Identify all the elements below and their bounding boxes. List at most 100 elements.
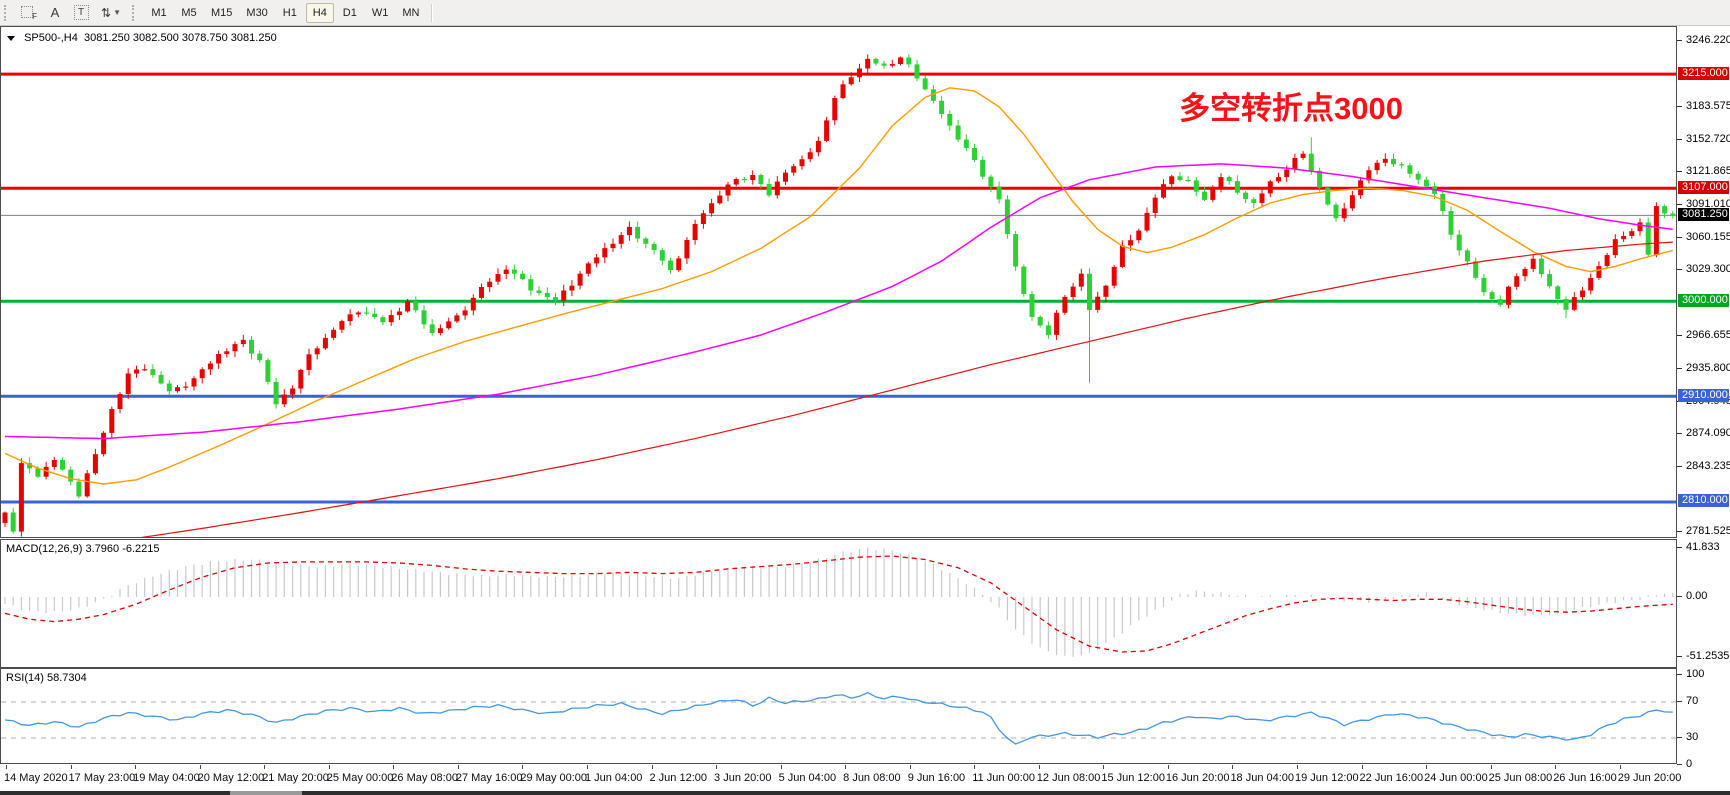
rsi-label: RSI(14) 58.7304 bbox=[6, 672, 87, 684]
toolbar-grip[interactable] bbox=[132, 4, 140, 21]
candle bbox=[1588, 273, 1594, 295]
timeframe-button-m30[interactable]: M30 bbox=[240, 3, 273, 23]
candle bbox=[18, 458, 24, 537]
price-tick-label: 3152.720 bbox=[1686, 132, 1730, 145]
time-tick bbox=[328, 765, 330, 769]
time-label: 9 Jun 16:00 bbox=[907, 772, 966, 784]
candle bbox=[1095, 291, 1101, 313]
candle bbox=[1596, 261, 1602, 281]
arrows-tool-button[interactable]: ⇅ ▼ bbox=[94, 3, 128, 23]
text-label-tool-button[interactable]: A bbox=[42, 3, 68, 23]
axis-tick bbox=[1677, 547, 1682, 548]
time-tick bbox=[199, 765, 201, 769]
candle bbox=[1440, 191, 1446, 216]
candle bbox=[1161, 179, 1166, 199]
candle bbox=[1407, 162, 1413, 178]
price-chart-canvas[interactable] bbox=[1, 27, 1676, 537]
candle bbox=[2, 511, 8, 528]
toolbar-grip[interactable] bbox=[4, 4, 12, 21]
rsi-panel[interactable]: RSI(14) 58.7304 bbox=[0, 668, 1677, 764]
axis-tick bbox=[1677, 531, 1682, 533]
timeframe-button-h4[interactable]: H4 bbox=[305, 2, 334, 23]
candle bbox=[758, 173, 764, 189]
time-tick bbox=[909, 765, 911, 769]
candle bbox=[1308, 137, 1314, 175]
candle bbox=[906, 54, 912, 68]
time-axis[interactable]: 14 May 2020 17 May 23:00 19 May 04:00 20 Ma… bbox=[0, 765, 1681, 791]
candle bbox=[1653, 202, 1659, 258]
time-tick bbox=[457, 765, 459, 769]
candle bbox=[635, 221, 641, 243]
candle bbox=[511, 264, 517, 280]
candle bbox=[306, 348, 312, 376]
candle bbox=[1185, 176, 1191, 182]
time-label: 25 Jun 08:00 bbox=[1488, 772, 1553, 784]
candle bbox=[741, 176, 747, 183]
candle bbox=[60, 457, 65, 471]
main-chart-panel[interactable]: SP500-,H4 3081.250 3082.500 3078.750 308… bbox=[0, 26, 1677, 538]
candle bbox=[857, 63, 862, 82]
time-label: 29 May 00:00 bbox=[520, 772, 588, 784]
candle bbox=[1530, 254, 1536, 272]
rsi-axis-label: 100 bbox=[1686, 668, 1705, 680]
symbol-line[interactable]: SP500-,H4 3081.250 3082.500 3078.750 308… bbox=[7, 32, 277, 44]
candle bbox=[733, 177, 739, 187]
candle bbox=[840, 80, 846, 100]
candle bbox=[183, 381, 189, 391]
candle bbox=[1070, 283, 1076, 301]
axis-tick bbox=[1677, 368, 1682, 370]
candle bbox=[1325, 186, 1331, 206]
candle bbox=[109, 406, 115, 439]
macd-panel[interactable]: MACD(12,26,9) 3.7960 -6.2215 bbox=[0, 539, 1677, 668]
time-label: 3 Jun 20:00 bbox=[714, 772, 772, 784]
timeframe-button-m15[interactable]: M15 bbox=[205, 3, 238, 23]
candle bbox=[692, 219, 698, 245]
time-tick bbox=[393, 765, 395, 769]
bottom-scrollbar[interactable] bbox=[0, 791, 1730, 795]
axis-tick bbox=[1677, 596, 1682, 597]
ma-mid-magenta bbox=[4, 163, 1673, 440]
grid-f-tool-button[interactable]: F bbox=[16, 3, 42, 23]
timeframe-button-d1[interactable]: D1 bbox=[336, 3, 364, 23]
timeframe-button-mn[interactable]: MN bbox=[396, 3, 425, 23]
candle bbox=[1547, 269, 1553, 289]
price-axis[interactable]: 3246.220 3183.575 3152.720 3121.865 3091.010… bbox=[1677, 26, 1730, 795]
timeframe-button-h1[interactable]: H1 bbox=[276, 3, 304, 23]
time-label: 1 Jun 04:00 bbox=[584, 772, 643, 784]
candle bbox=[569, 280, 575, 297]
time-tick bbox=[1426, 765, 1428, 769]
candle bbox=[1563, 296, 1569, 319]
time-label: 14 May 2020 bbox=[4, 772, 68, 784]
candle bbox=[618, 231, 624, 249]
candle bbox=[1103, 284, 1109, 303]
time-tick bbox=[586, 765, 588, 769]
candle bbox=[240, 334, 246, 348]
candle bbox=[347, 309, 353, 326]
candle bbox=[717, 190, 723, 205]
candle bbox=[1637, 218, 1643, 236]
candle bbox=[1243, 191, 1249, 204]
time-label: 11 Jun 00:00 bbox=[972, 772, 1036, 784]
rsi-canvas[interactable] bbox=[1, 669, 1676, 763]
timeframe-button-m1[interactable]: M1 bbox=[145, 3, 173, 23]
price-tick-label: 2781.525 bbox=[1686, 525, 1730, 538]
timeframe-button-m5[interactable]: M5 bbox=[175, 3, 203, 23]
ma-slow-red bbox=[140, 241, 1673, 537]
candle bbox=[1021, 264, 1027, 297]
candle bbox=[454, 312, 460, 323]
candle bbox=[1349, 190, 1355, 211]
textbox-icon: T bbox=[73, 5, 89, 20]
candle bbox=[322, 333, 328, 350]
candle bbox=[1119, 240, 1125, 269]
candle bbox=[684, 237, 690, 264]
candle bbox=[429, 319, 435, 336]
timeframe-button-w1[interactable]: W1 bbox=[366, 3, 395, 23]
candle bbox=[224, 348, 230, 358]
textbox-tool-button[interactable]: T bbox=[68, 3, 94, 23]
candle bbox=[388, 309, 394, 326]
candle bbox=[807, 148, 813, 163]
macd-canvas[interactable] bbox=[1, 540, 1676, 667]
scrollbar-thumb[interactable] bbox=[230, 791, 302, 795]
symbol-dropdown-icon[interactable] bbox=[7, 36, 15, 41]
candle bbox=[249, 336, 254, 360]
